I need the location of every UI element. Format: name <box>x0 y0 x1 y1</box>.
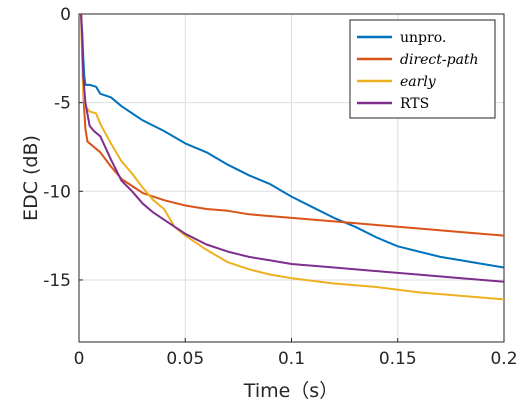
legend-label: early <box>400 74 437 90</box>
axis-ticks: 0 0.05 0.1 0.15 0.2 0 -5 -10 -15 <box>43 5 517 369</box>
series-line-rts <box>80 13 505 283</box>
y-tick-label: 0 <box>60 5 71 25</box>
legend: unpro. direct-path early RTS <box>349 19 496 119</box>
legend-box <box>349 19 496 119</box>
y-tick-label: -5 <box>54 94 71 114</box>
series-line-early <box>80 13 505 301</box>
series-lines <box>80 13 505 301</box>
series-line-direct-path <box>80 13 505 237</box>
x-tick-label: 0 <box>74 349 85 369</box>
x-tick-label: 0.15 <box>379 349 417 369</box>
series-line-unpro- <box>80 13 505 269</box>
x-tick-label: 0.2 <box>490 349 517 369</box>
legend-label: RTS <box>400 96 429 112</box>
y-axis-label: EDC (dB) <box>20 135 42 221</box>
x-tick-label: 0.1 <box>278 349 305 369</box>
y-tick-label: -15 <box>43 271 71 291</box>
legend-label: direct-path <box>400 52 479 68</box>
x-axis-label: Time（s） <box>243 380 338 402</box>
legend-label: unpro. <box>400 30 446 46</box>
y-tick-label: -10 <box>43 182 71 202</box>
x-tick-label: 0.05 <box>166 349 204 369</box>
